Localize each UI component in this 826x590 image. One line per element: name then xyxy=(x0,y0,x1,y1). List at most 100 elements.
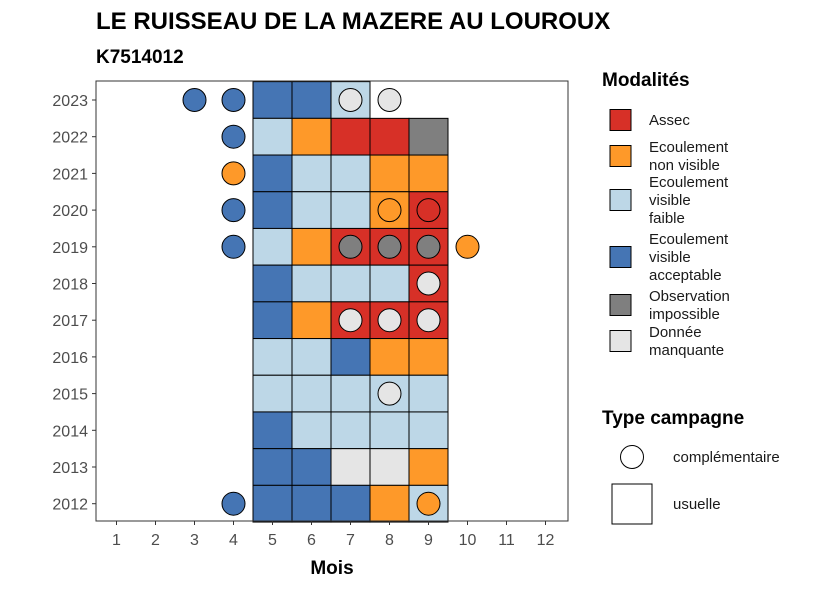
heatmap-cell-2018-5 xyxy=(252,264,293,303)
x-axis-title: Mois xyxy=(310,558,353,579)
heatmap-cell-2014-5 xyxy=(252,411,293,450)
heatmap-cell-2015-9 xyxy=(408,374,449,413)
y-tick-label: 2023 xyxy=(52,93,88,110)
heatmap-cell-2016-8 xyxy=(369,338,410,376)
heatmap-cell-2017-5 xyxy=(252,301,293,340)
legend-title-campagne: Type campagne xyxy=(602,408,744,429)
complementaire-point-2017-7 xyxy=(338,308,363,333)
complementaire-point-2015-8 xyxy=(377,381,402,406)
heatmap-cell-2023-6 xyxy=(291,81,332,119)
complementaire-point-2012-9 xyxy=(416,491,441,516)
heatmap-cell-2013-7 xyxy=(330,448,371,486)
heatmap-cell-2015-6 xyxy=(291,374,332,413)
x-tick-label: 4 xyxy=(229,532,238,549)
x-tick-label: 8 xyxy=(385,532,394,549)
complementaire-point-2019-8 xyxy=(377,234,402,259)
legend-key-manquante xyxy=(609,330,632,352)
legend-key-assec xyxy=(609,109,632,131)
legend-label-usuelle: usuelle xyxy=(673,496,721,513)
legend-label-faible: Ecoulement xyxy=(649,174,729,191)
legend-label-faible: visible xyxy=(649,192,691,209)
complementaire-point-2023-8 xyxy=(377,88,402,112)
x-tick-label: 11 xyxy=(498,532,515,549)
complementaire-point-2022-4 xyxy=(221,124,246,149)
complementaire-point-2023-3 xyxy=(182,88,207,112)
legend-label-acceptable: Ecoulement xyxy=(649,231,729,248)
legend-key-usuelle xyxy=(611,483,653,525)
legend-label-manquante: Donnée xyxy=(649,324,702,341)
x-tick-label: 10 xyxy=(459,532,477,549)
y-tick-label: 2018 xyxy=(52,277,88,294)
heatmap-cell-2016-5 xyxy=(252,338,293,376)
x-tick-label: 5 xyxy=(268,532,277,549)
heatmap-cell-2014-9 xyxy=(408,411,449,450)
legend-label-impossible: impossible xyxy=(649,306,720,323)
x-tick-label: 1 xyxy=(112,532,121,549)
y-tick-label: 2020 xyxy=(52,203,88,220)
legend-key-faible xyxy=(609,189,632,211)
heatmap-cell-2023-5 xyxy=(252,81,293,119)
complementaire-point-2018-9 xyxy=(416,271,441,296)
heatmap-cell-2015-5 xyxy=(252,374,293,413)
complementaire-point-2023-4 xyxy=(221,88,246,112)
x-tick-label: 7 xyxy=(346,532,355,549)
complementaire-points xyxy=(182,88,480,516)
complementaire-point-2021-4 xyxy=(221,161,246,186)
x-tick-label: 9 xyxy=(424,532,433,549)
legend-label-nonvisible: Ecoulement xyxy=(649,139,729,156)
axes: 1 2 3 4 5 6 7 8 9 10 11 122023202220212020201920182… xyxy=(52,93,554,549)
heatmap-cell-2020-6 xyxy=(291,191,332,229)
chart-title: LE RUISSEAU DE LA MAZERE AU LOUROUX xyxy=(96,8,610,35)
heatmap-cell-2013-8 xyxy=(369,448,410,486)
y-tick-label: 2017 xyxy=(52,313,88,330)
heatmap-cell-2016-7 xyxy=(330,338,371,376)
legend-label-complementaire: complémentaire xyxy=(673,449,780,466)
x-tick-label: 6 xyxy=(307,532,316,549)
y-tick-label: 2019 xyxy=(52,240,88,257)
legend-label-impossible: Observation xyxy=(649,288,730,305)
complementaire-point-2017-8 xyxy=(377,308,402,333)
legend-label-acceptable: acceptable xyxy=(649,267,722,284)
heatmap-cell-2022-6 xyxy=(291,117,332,156)
complementaire-point-2023-7 xyxy=(338,88,363,112)
legend-label-faible: faible xyxy=(649,210,685,227)
heatmap-cell-2015-7 xyxy=(330,374,371,413)
y-tick-label: 2016 xyxy=(52,350,88,367)
complementaire-point-2017-9 xyxy=(416,308,441,333)
heatmap-cell-2016-6 xyxy=(291,338,332,376)
complementaire-point-2019-4 xyxy=(221,234,246,259)
heatmap-cell-2022-9 xyxy=(408,117,449,156)
legend-key-nonvisible xyxy=(609,145,632,167)
heatmap-cell-2022-5 xyxy=(252,117,293,156)
y-tick-label: 2021 xyxy=(52,166,88,183)
heatmap-cell-2013-6 xyxy=(291,448,332,486)
legend-key-complementaire xyxy=(620,445,644,469)
heatmap-cell-2019-5 xyxy=(252,227,293,266)
complementaire-point-2020-4 xyxy=(221,198,246,223)
heatmap-cell-2014-7 xyxy=(330,411,371,450)
y-tick-label: 2022 xyxy=(52,130,88,147)
heatmap-cell-2014-8 xyxy=(369,411,410,450)
heatmap-cell-2021-9 xyxy=(408,154,449,193)
heatmap-cell-2012-6 xyxy=(291,484,332,523)
heatmap-cell-2018-6 xyxy=(291,264,332,303)
chart-subtitle: K7514012 xyxy=(96,47,184,68)
heatmap-cell-2021-8 xyxy=(369,154,410,193)
heatmap-cell-2013-9 xyxy=(408,448,449,486)
complementaire-point-2019-10 xyxy=(455,234,480,259)
complementaire-point-2012-4 xyxy=(221,491,246,516)
complementaire-point-2019-9 xyxy=(416,234,441,259)
x-tick-label: 3 xyxy=(190,532,199,549)
usuelle-cells xyxy=(252,81,449,523)
y-tick-label: 2015 xyxy=(52,387,88,404)
heatmap-cell-2012-8 xyxy=(369,484,410,523)
plot-border xyxy=(95,80,569,522)
heatmap-cell-2021-7 xyxy=(330,154,371,193)
legend-title-modalites: Modalités xyxy=(602,70,690,91)
legend-key-impossible xyxy=(609,294,632,316)
legend-label-manquante: manquante xyxy=(649,342,724,359)
heatmap-cell-2013-5 xyxy=(252,448,293,486)
legend-label-nonvisible: non visible xyxy=(649,157,720,174)
complementaire-point-2020-9 xyxy=(416,198,441,223)
